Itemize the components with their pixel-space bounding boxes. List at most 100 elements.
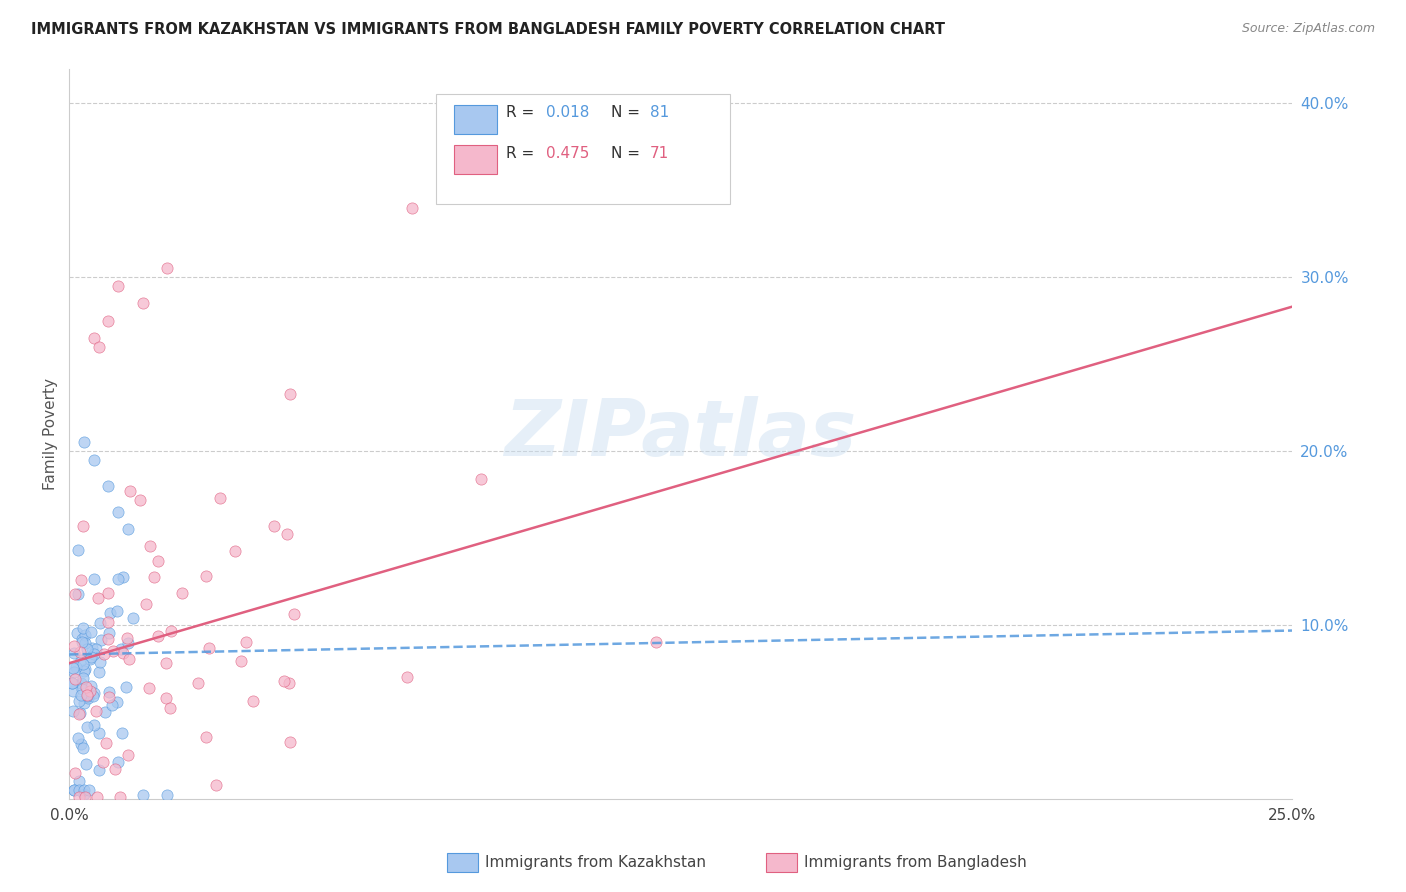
Point [117, 522, 139, 536]
Point [89, 725, 111, 739]
Point [67, 790, 90, 805]
Point [80, 650, 103, 665]
Point [82, 689, 104, 703]
Point [77, 691, 100, 706]
Point [73, 790, 96, 805]
Point [103, 762, 125, 776]
Text: 0.475: 0.475 [546, 146, 589, 161]
Point [107, 755, 129, 769]
Point [187, 675, 209, 690]
Point [278, 735, 301, 749]
Point [89, 615, 111, 630]
Point [83, 452, 105, 467]
Point [97, 479, 120, 493]
Point [70, 632, 93, 646]
FancyBboxPatch shape [436, 94, 730, 203]
Point [69, 707, 91, 722]
Point [69, 706, 91, 721]
Point [198, 640, 221, 655]
Point [83, 717, 105, 731]
Text: N =: N = [612, 146, 645, 161]
Point [67, 587, 90, 601]
Point [87, 591, 110, 605]
Point [65, 765, 87, 780]
Text: Source: ZipAtlas.com: Source: ZipAtlas.com [1241, 22, 1375, 36]
Point [67, 783, 90, 797]
Point [121, 611, 143, 625]
Point [66, 731, 89, 745]
Point [107, 278, 129, 293]
Point [73, 697, 96, 711]
Point [70, 688, 93, 702]
Point [65, 626, 87, 640]
Point [79, 684, 101, 698]
Text: R =: R = [506, 105, 538, 120]
Point [156, 261, 179, 276]
Point [87, 340, 110, 354]
Text: 81: 81 [650, 105, 669, 120]
Point [97, 313, 120, 327]
Point [523, 157, 546, 171]
Point [86, 704, 108, 718]
Text: R =: R = [506, 146, 538, 161]
Text: Immigrants from Bangladesh: Immigrants from Bangladesh [804, 855, 1026, 870]
Point [159, 701, 181, 715]
Point [89, 655, 111, 669]
Point [115, 680, 138, 694]
Point [117, 748, 139, 763]
Point [91, 756, 114, 770]
Point [70, 653, 93, 667]
Point [117, 636, 139, 650]
Point [107, 505, 129, 519]
Point [235, 635, 257, 649]
Point [69, 645, 91, 659]
Point [63, 640, 86, 654]
Point [470, 472, 492, 486]
FancyBboxPatch shape [454, 145, 498, 175]
Point [75, 662, 97, 676]
Point [83, 331, 105, 345]
Point [63, 783, 86, 797]
Point [72, 657, 94, 671]
Point [83, 686, 105, 700]
Point [101, 644, 124, 658]
Point [70, 573, 93, 587]
Point [75, 756, 97, 771]
Point [67, 543, 90, 558]
Point [98, 690, 121, 705]
Point [229, 654, 252, 668]
Point [69, 676, 91, 690]
Point [94, 736, 117, 750]
Point [224, 544, 246, 558]
Point [65, 660, 87, 674]
Point [401, 201, 423, 215]
Point [72, 519, 94, 533]
Text: 71: 71 [650, 146, 669, 161]
Point [83, 647, 105, 661]
Point [208, 491, 231, 506]
Point [77, 783, 100, 797]
Point [73, 636, 96, 650]
Point [172, 586, 194, 600]
Point [155, 690, 177, 705]
Point [63, 673, 86, 687]
Point [118, 484, 141, 499]
Point [97, 632, 120, 647]
Point [98, 607, 121, 621]
Point [72, 621, 94, 635]
Point [72, 681, 94, 696]
Point [70, 737, 93, 751]
Text: ZIPatlas: ZIPatlas [505, 396, 856, 472]
Point [148, 629, 170, 643]
Point [97, 615, 120, 630]
Point [242, 694, 264, 708]
Point [62, 683, 84, 698]
Point [97, 626, 120, 640]
Point [107, 572, 129, 586]
Point [87, 665, 110, 680]
Point [60, 676, 83, 690]
Point [80, 625, 103, 640]
Point [273, 674, 295, 689]
Point [205, 778, 228, 792]
Point [156, 789, 179, 803]
